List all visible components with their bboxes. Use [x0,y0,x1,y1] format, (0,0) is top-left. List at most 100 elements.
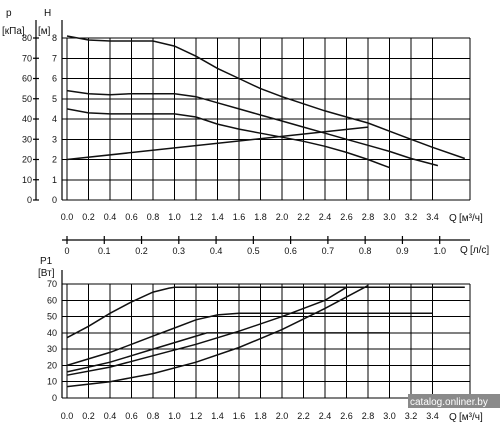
head-m-tick-label: 2 [52,155,57,165]
head-kpa-tick-label: 10 [22,175,32,185]
power-y-tick-label: 20 [47,360,57,370]
power-y-tick-label: 70 [47,279,57,289]
head-m-tick-label: 7 [52,53,57,63]
head-x-tick-label: 0.0 [61,212,74,222]
q-ls-ticks: 0 0.1 0.2 0.3 0.4 0.5 0.6 0.7 0.8 0.9 1.0 [64,236,446,256]
power-x-tick-label: 1.4 [211,411,224,421]
power-y-tick-label: 30 [47,344,57,354]
head-curve-4 [66,126,369,161]
q-ls-tick-label: 0.6 [284,246,297,256]
q-ls-tick-label: 0.7 [322,246,335,256]
power-x-tick-label: 1.2 [190,411,203,421]
head-x-tick-label: 3.4 [426,212,439,222]
head-kpa-tick-label: 0 [27,195,32,205]
power-x-tick-label: 2.2 [297,411,310,421]
q-ls-tick-label: 0.8 [359,246,372,256]
power-x-tick-label: 3.4 [426,411,439,421]
power-xlabel-unit: [м³/ч] [459,412,483,423]
power-y-tick-label: 60 [47,295,57,305]
q-ls-tick-label: 0.1 [98,246,111,256]
head-x-tick-label: 1.0 [168,212,181,222]
power-x-tick-label: 2.8 [362,411,375,421]
power-y-tick-label: 0 [52,393,57,403]
power-x-tick-label: 0.8 [147,411,160,421]
power-y-tick-label: 10 [47,377,57,387]
power-grid [61,270,471,399]
head-x-tick-label: 1.6 [233,212,246,222]
power-x-tick-label: 2.0 [276,411,289,421]
power-ylabel-name: P1 [40,256,53,267]
head-m-tick-label: 4 [52,114,57,124]
q-ls-tick-label: 0.4 [210,246,223,256]
head-curve-1 [66,35,466,160]
head-x-tick-label: 0.4 [104,212,117,222]
head-xlabel-name: Q [449,213,457,224]
head-kpa-tick-label: 70 [22,53,32,63]
head-x-tick-label: 2.2 [297,212,310,222]
power-x-tick-label: 2.4 [319,411,332,421]
head-curves [66,35,466,169]
head-x-tick-label: 1.2 [190,212,203,222]
head-x-tick-label: 0.2 [82,212,95,222]
power-y-tick-label: 40 [47,328,57,338]
power-curve-3 [66,332,390,373]
head-m-tick-label: 6 [52,74,57,84]
watermark-background [408,394,500,408]
head-m-tick-label: 1 [52,175,57,185]
power-y-ticks: 0 10 20 30 40 50 60 70 [47,279,57,403]
head-ylabel-left-unit: [кПа] [2,26,25,37]
head-kpa-tick-label: 20 [22,155,32,165]
q-ls-axis: 0 0.1 0.2 0.3 0.4 0.5 0.6 0.7 0.8 0.9 1.0 Q [л/с] [62,236,489,256]
q-ls-xlabel-unit: [л/с] [470,245,489,256]
power-curve-1 [66,286,465,339]
head-ylabel-right-name: H [44,8,51,19]
head-curve-3 [66,108,390,169]
power-x-tick-label: 3.2 [405,411,418,421]
q-ls-tick-label: 1.0 [433,246,446,256]
power-x-tick-label: 1.6 [233,411,246,421]
head-curve-2 [66,89,439,167]
head-kpa-tick-label: 80 [22,33,32,43]
head-kpa-tick-label: 30 [22,134,32,144]
head-ylabel-right-unit: [м] [38,26,51,37]
head-x-tick-label: 2.8 [362,212,375,222]
head-x-tick-label: 3.0 [383,212,396,222]
power-x-tick-label: 3.0 [383,411,396,421]
head-x-tick-label: 2.0 [276,212,289,222]
q-ls-tick-label: 0.5 [247,246,260,256]
head-x-tick-label: 2.4 [319,212,332,222]
head-grid [35,20,471,201]
power-y-tick-label: 50 [47,312,57,322]
head-m-tick-label: 3 [52,134,57,144]
power-curve-2 [66,312,433,367]
head-kpa-tick-label: 40 [22,114,32,124]
q-ls-xlabel-name: Q [460,245,468,256]
head-m-tick-label: 8 [52,33,57,43]
head-m-tick-label: 5 [52,94,57,104]
head-kpa-ticks: 0 10 20 30 40 50 60 70 80 [22,33,39,205]
head-chart: 0 10 20 30 40 50 60 70 80 0 1 2 3 4 5 6 7 8 0.0 0.2 0.4 0.6… [2,8,483,224]
head-x-tick-label: 1.8 [254,212,267,222]
head-x-tick-label: 2.6 [340,212,353,222]
q-ls-tick-label: 0 [64,246,69,256]
power-ylabel-unit: [Вт] [38,268,55,279]
power-x-tick-label: 1.0 [168,411,181,421]
power-chart: 0 10 20 30 40 50 60 70 0.0 0.2 0.4 0.6 0.8 1.0 1.2 1.4… [38,256,483,423]
power-x-tick-label: 0.0 [61,411,74,421]
q-ls-tick-label: 0.3 [173,246,186,256]
head-x-ticks: 0.0 0.2 0.4 0.6 0.8 1.0 1.2 1.4 1.6 1.8 2.0 2.2 2.4 2… [61,212,439,222]
power-curve-4 [66,286,347,376]
power-curve-5 [66,284,369,388]
head-m-ticks: 0 1 2 3 4 5 6 7 8 [52,33,57,205]
power-curves [66,284,465,388]
power-x-tick-label: 0.2 [82,411,95,421]
head-x-tick-label: 1.4 [211,212,224,222]
q-ls-tick-label: 0.2 [135,246,148,256]
watermark: catalog.onliner.by [410,397,488,408]
power-x-tick-label: 0.6 [125,411,138,421]
head-kpa-tick-label: 50 [22,94,32,104]
head-x-tick-label: 3.2 [405,212,418,222]
head-x-tick-label: 0.6 [125,212,138,222]
power-x-ticks: 0.0 0.2 0.4 0.6 0.8 1.0 1.2 1.4 1.6 1.8 2.0 2.2 2.4 2… [61,411,439,421]
